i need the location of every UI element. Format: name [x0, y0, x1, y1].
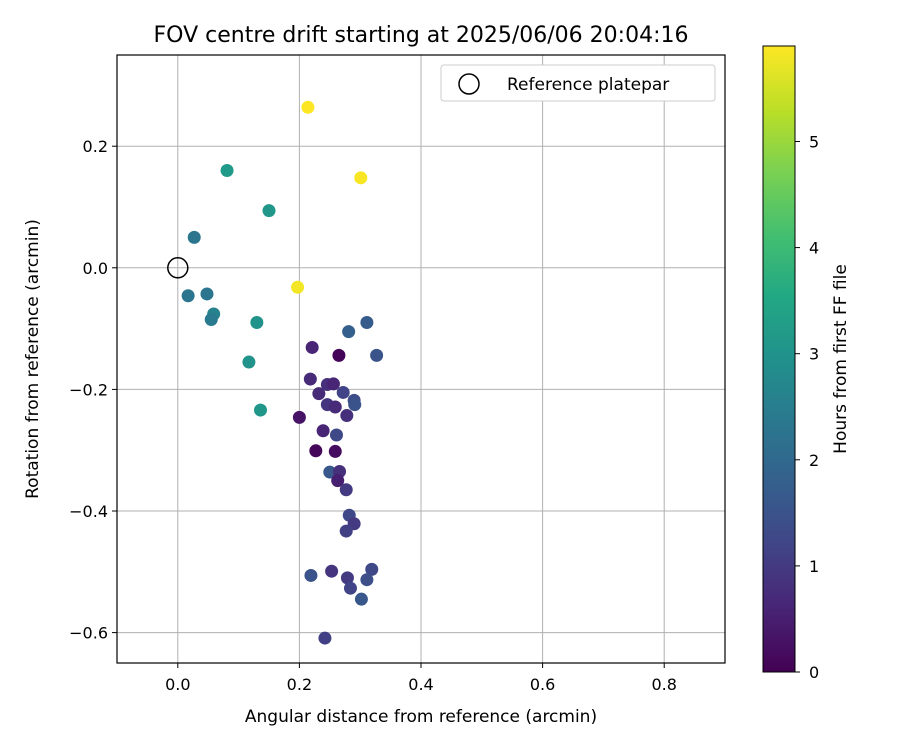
data-point — [332, 348, 346, 362]
grid-lines — [117, 55, 725, 663]
data-point — [220, 164, 234, 178]
colorbar-tick-label: 0 — [809, 663, 819, 682]
data-point — [342, 325, 356, 339]
reference-marker-layer — [167, 257, 189, 279]
colorbar-tick-label: 4 — [809, 239, 819, 258]
data-point — [204, 312, 218, 326]
data-point — [312, 387, 326, 401]
data-point — [316, 424, 330, 438]
data-point — [325, 564, 339, 578]
y-axis-label: Rotation from reference (arcmin) — [23, 219, 43, 499]
data-point — [323, 465, 337, 479]
colorbar-tick-label: 5 — [809, 132, 819, 151]
colorbar — [762, 45, 796, 673]
data-point — [354, 171, 368, 185]
colorbar-label: Hours from first FF file — [831, 264, 851, 454]
x-tick-label: 0.4 — [408, 675, 433, 694]
data-point — [343, 581, 357, 595]
data-point — [242, 355, 256, 369]
data-point — [181, 289, 195, 303]
data-point — [305, 340, 319, 354]
y-axis-ticks: 0.2 0.0 −0.2 −0.4 −0.6 — [69, 137, 117, 643]
data-point — [360, 573, 374, 587]
data-point — [339, 524, 353, 538]
data-point — [262, 204, 276, 218]
data-point — [329, 428, 343, 442]
legend-box — [440, 64, 716, 102]
data-point — [360, 316, 374, 330]
data-point — [328, 400, 342, 414]
data-point — [370, 348, 384, 362]
data-point — [354, 592, 368, 606]
y-tick-label: −0.6 — [69, 624, 108, 643]
colorbar-ticks: 0 1 2 3 4 5 — [795, 132, 819, 682]
data-point — [328, 444, 342, 458]
x-tick-label: 0.8 — [651, 675, 676, 694]
data-point — [303, 372, 317, 386]
x-axis-ticks: 0.0 0.2 0.4 0.6 0.8 — [165, 663, 677, 694]
data-point — [339, 483, 353, 497]
data-point — [304, 568, 318, 582]
legend: Reference platepar — [440, 64, 716, 102]
y-tick-label: 0.0 — [83, 259, 108, 278]
legend-open-circle-icon — [458, 73, 480, 95]
data-point — [340, 409, 354, 423]
x-axis-label: Angular distance from reference (arcmin) — [245, 707, 597, 727]
data-point — [200, 287, 214, 301]
x-tick-label: 0.2 — [287, 675, 312, 694]
data-point — [291, 280, 305, 294]
data-point — [348, 398, 362, 412]
data-point — [336, 385, 350, 399]
data-point — [326, 377, 340, 391]
scatter-points — [181, 100, 384, 645]
colorbar-tick-label: 1 — [809, 557, 819, 576]
y-tick-label: −0.2 — [69, 380, 108, 399]
data-point — [318, 631, 332, 645]
colorbar-tick-label: 3 — [809, 345, 819, 364]
y-tick-label: 0.2 — [83, 137, 108, 156]
legend-label: Reference platepar — [507, 75, 669, 95]
x-tick-label: 0.0 — [165, 675, 190, 694]
y-tick-label: −0.4 — [69, 502, 108, 521]
data-point — [301, 100, 315, 114]
reference-platepar-marker — [167, 257, 189, 279]
data-point — [365, 562, 379, 576]
data-point — [331, 474, 345, 488]
colorbar-tick-label: 2 — [809, 451, 819, 470]
data-point — [340, 571, 354, 585]
data-point — [292, 410, 306, 424]
data-point — [309, 444, 323, 458]
data-point — [187, 230, 201, 244]
data-point — [253, 403, 267, 417]
data-point — [250, 316, 264, 330]
x-tick-label: 0.6 — [530, 675, 555, 694]
chart-title: FOV centre drift starting at 2025/06/06 … — [154, 23, 689, 48]
